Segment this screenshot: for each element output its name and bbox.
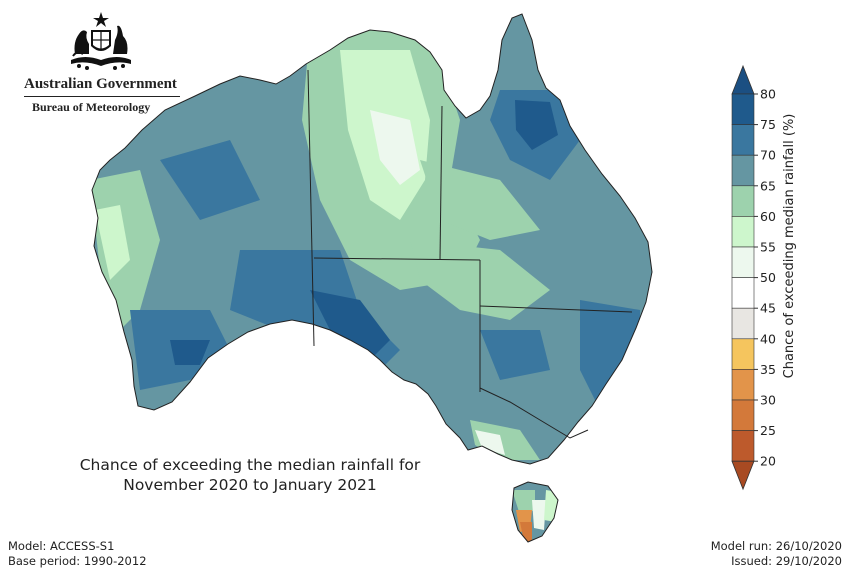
map-title-line-1: Chance of exceeding the median rainfall …: [79, 456, 421, 474]
government-name: Australian Government: [24, 76, 177, 92]
colorbar-tick-label: 45: [760, 301, 776, 316]
colorbar-label: Chance of exceeding median rainfall (%): [782, 114, 797, 379]
coat-of-arms-icon: [71, 12, 131, 70]
colorbar-bin: [731, 246, 755, 278]
colorbar-tick-label: 55: [760, 240, 776, 255]
colorbar-bins: [731, 64, 755, 491]
colorbar-bin: [731, 216, 755, 248]
colorbar-bin: [731, 185, 755, 217]
colorbar-tick-label: 40: [760, 331, 776, 346]
colorbar-legend: 80 75 70 65 60 55 50 45 40 35 30 25 20 Chance of exc…: [731, 64, 797, 491]
colorbar-tick-label: 80: [760, 87, 776, 102]
colorbar-bin: [731, 369, 755, 401]
australia-rainfall-map: [91, 13, 653, 543]
state-borders: [307, 69, 633, 439]
issued-date: Issued: 29/10/2020: [731, 554, 842, 568]
colorbar-tick-label: 25: [760, 423, 776, 438]
colorbar-bin: [731, 307, 755, 340]
colorbar-bin: [731, 430, 755, 462]
footer-right: Model run: 26/10/2020 Issued: 29/10/2020: [711, 539, 842, 569]
map-title: Chance of exceeding the median rainfall …: [40, 455, 460, 495]
colorbar-tick-label: 50: [760, 270, 776, 285]
model-run-date: Model run: 26/10/2020: [710, 539, 842, 553]
colorbar-tick-label: 35: [760, 362, 776, 377]
mainland-coastline: [91, 13, 653, 465]
colorbar-tick-label: 70: [760, 148, 776, 163]
colorbar-tick-label: 75: [760, 117, 776, 132]
tasmania-coastline: [511, 481, 559, 543]
colorbar-bin: [731, 399, 755, 431]
footer-left: Model: ACCESS-S1 Base period: 1990-2012: [8, 539, 147, 569]
colorbar-bin: [731, 277, 755, 309]
government-logo: Australian Government Bureau of Meteorol…: [14, 8, 184, 118]
bureau-name: Bureau of Meteorology: [32, 100, 151, 114]
colorbar-tick-label: 30: [760, 393, 776, 408]
colorbar-extend-bottom: [731, 460, 755, 491]
colorbar-tick-label: 20: [760, 454, 776, 469]
colorbar-bin: [731, 93, 755, 125]
colorbar-tick-label: 60: [760, 209, 776, 224]
colorbar-extend-top: [731, 64, 755, 95]
map-title-line-2: November 2020 to January 2021: [123, 476, 377, 494]
colorbar-ticks: 80 75 70 65 60 55 50 45 40 35 30 25 20: [754, 87, 776, 469]
model-name: Model: ACCESS-S1: [8, 539, 115, 553]
colorbar-tick-label: 65: [760, 178, 776, 193]
colorbar-bin: [731, 338, 755, 370]
colorbar-bin: [731, 154, 755, 187]
colorbar-bin: [731, 124, 755, 156]
logo-divider: [24, 96, 180, 97]
base-period: Base period: 1990-2012: [8, 554, 147, 568]
